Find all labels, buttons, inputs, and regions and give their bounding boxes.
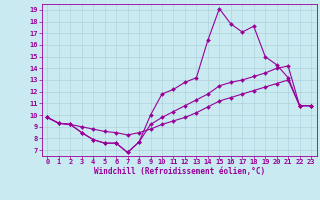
X-axis label: Windchill (Refroidissement éolien,°C): Windchill (Refroidissement éolien,°C) xyxy=(94,167,265,176)
